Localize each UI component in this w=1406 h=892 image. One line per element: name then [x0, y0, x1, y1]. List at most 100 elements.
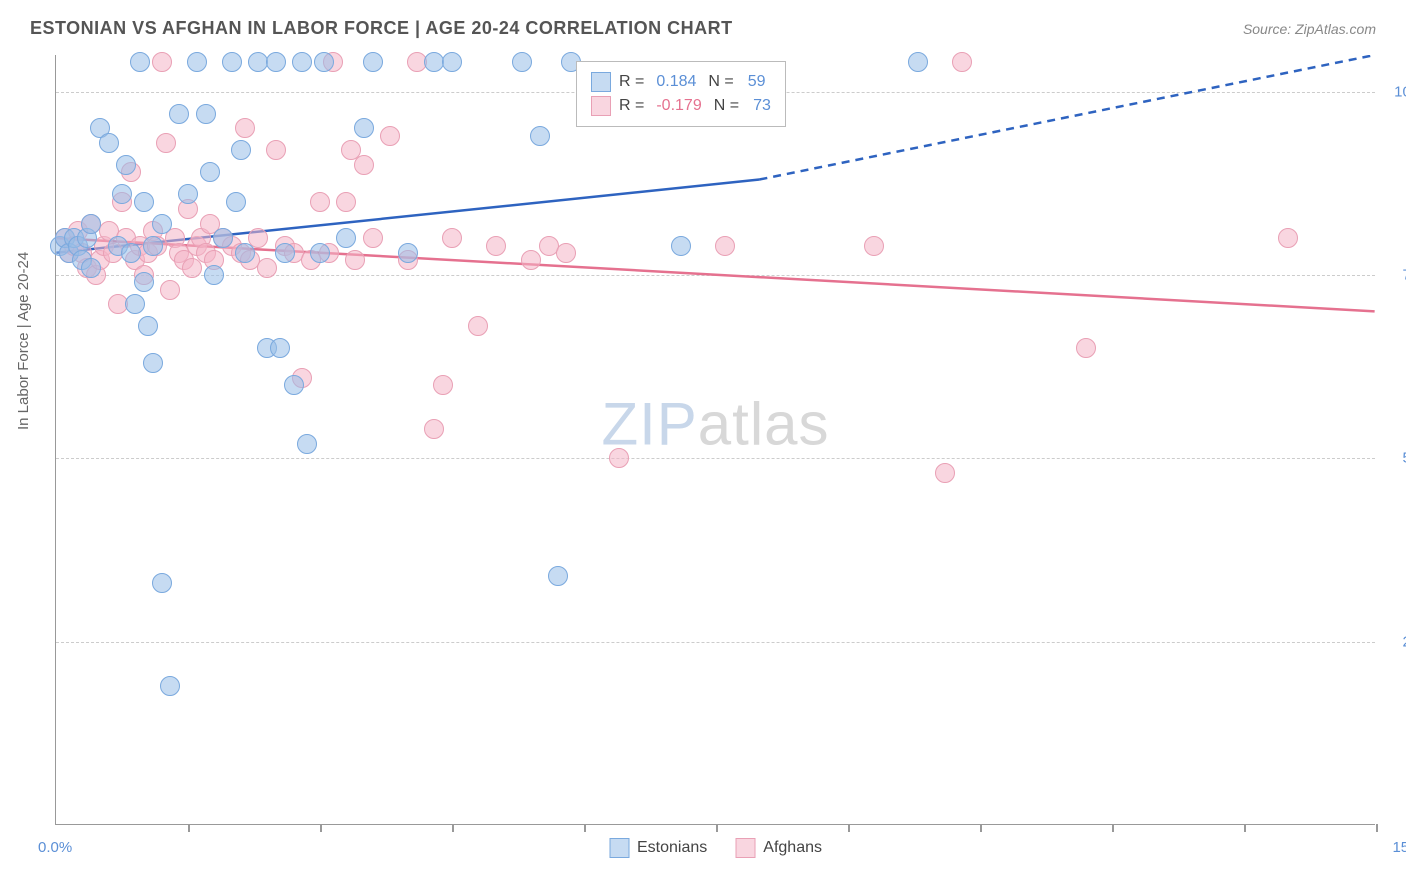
data-point [468, 316, 488, 336]
x-tick [1244, 824, 1246, 832]
data-point [297, 434, 317, 454]
chart-source: Source: ZipAtlas.com [1243, 21, 1376, 37]
data-point [222, 52, 242, 72]
grid-line [56, 642, 1375, 643]
x-tick [584, 824, 586, 832]
data-point [187, 52, 207, 72]
data-point [380, 126, 400, 146]
x-tick [320, 824, 322, 832]
data-point [156, 133, 176, 153]
x-axis-max-label: 15.0% [1392, 839, 1406, 856]
data-point [715, 236, 735, 256]
data-point [424, 419, 444, 439]
data-point [433, 375, 453, 395]
x-tick [452, 824, 454, 832]
grid-line [56, 275, 1375, 276]
data-point [354, 118, 374, 138]
data-point [213, 228, 233, 248]
data-point [284, 375, 304, 395]
data-point [609, 448, 629, 468]
data-point [521, 250, 541, 270]
grid-line [56, 458, 1375, 459]
data-point [314, 52, 334, 72]
data-point [336, 192, 356, 212]
data-point [81, 258, 101, 278]
legend-swatch-afghans [591, 96, 611, 116]
data-point [864, 236, 884, 256]
legend-row-afghans: R = -0.179 N = 73 [591, 94, 771, 118]
data-point [548, 566, 568, 586]
data-point [310, 243, 330, 263]
chart-plot-area: ZIPatlas 25.0%50.0%75.0%100.0% R = 0.184… [55, 55, 1375, 825]
x-axis-min-label: 0.0% [38, 839, 72, 856]
data-point [143, 236, 163, 256]
data-point [336, 228, 356, 248]
data-point [143, 353, 163, 373]
afghans-n-value: 73 [753, 97, 771, 115]
x-tick [716, 824, 718, 832]
chart-header: ESTONIAN VS AFGHAN IN LABOR FORCE | AGE … [0, 0, 1406, 49]
data-point [270, 338, 290, 358]
x-tick [1376, 824, 1378, 832]
data-point [134, 192, 154, 212]
data-point [442, 52, 462, 72]
data-point [138, 316, 158, 336]
data-point [257, 258, 277, 278]
y-axis-label: In Labor Force | Age 20-24 [15, 252, 32, 430]
legend-row-estonians: R = 0.184 N = 59 [591, 70, 771, 94]
data-point [116, 155, 136, 175]
y-tick-label: 50.0% [1402, 450, 1406, 467]
data-point [266, 52, 286, 72]
watermark: ZIPatlas [601, 390, 829, 459]
y-tick-label: 75.0% [1402, 267, 1406, 284]
data-point [1278, 228, 1298, 248]
afghans-r-value: -0.179 [656, 97, 701, 115]
legend-item-afghans: Afghans [735, 838, 822, 858]
data-point [152, 52, 172, 72]
data-point [935, 463, 955, 483]
legend-label-afghans: Afghans [763, 839, 822, 857]
legend-item-estonians: Estonians [609, 838, 707, 858]
data-point [169, 104, 189, 124]
data-point [486, 236, 506, 256]
trend-lines-svg [56, 55, 1375, 824]
estonians-n-value: 59 [748, 73, 766, 91]
data-point [908, 52, 928, 72]
data-point [275, 243, 295, 263]
data-point [196, 104, 216, 124]
data-point [204, 265, 224, 285]
legend-swatch-icon [609, 838, 629, 858]
data-point [152, 214, 172, 234]
data-point [160, 676, 180, 696]
legend-swatch-estonians [591, 72, 611, 92]
data-point [363, 228, 383, 248]
data-point [442, 228, 462, 248]
data-point [266, 140, 286, 160]
data-point [231, 140, 251, 160]
data-point [226, 192, 246, 212]
data-point [178, 184, 198, 204]
legend-swatch-icon [735, 838, 755, 858]
data-point [345, 250, 365, 270]
data-point [292, 52, 312, 72]
data-point [81, 214, 101, 234]
correlation-legend: R = 0.184 N = 59 R = -0.179 N = 73 [576, 61, 786, 127]
data-point [125, 294, 145, 314]
data-point [530, 126, 550, 146]
data-point [130, 52, 150, 72]
data-point [354, 155, 374, 175]
data-point [671, 236, 691, 256]
data-point [200, 162, 220, 182]
data-point [398, 243, 418, 263]
data-point [556, 243, 576, 263]
chart-title: ESTONIAN VS AFGHAN IN LABOR FORCE | AGE … [30, 18, 733, 39]
data-point [112, 184, 132, 204]
data-point [99, 133, 119, 153]
x-tick [1112, 824, 1114, 832]
x-tick [188, 824, 190, 832]
data-point [121, 243, 141, 263]
legend-label-estonians: Estonians [637, 839, 707, 857]
data-point [363, 52, 383, 72]
data-point [235, 118, 255, 138]
data-point [235, 243, 255, 263]
